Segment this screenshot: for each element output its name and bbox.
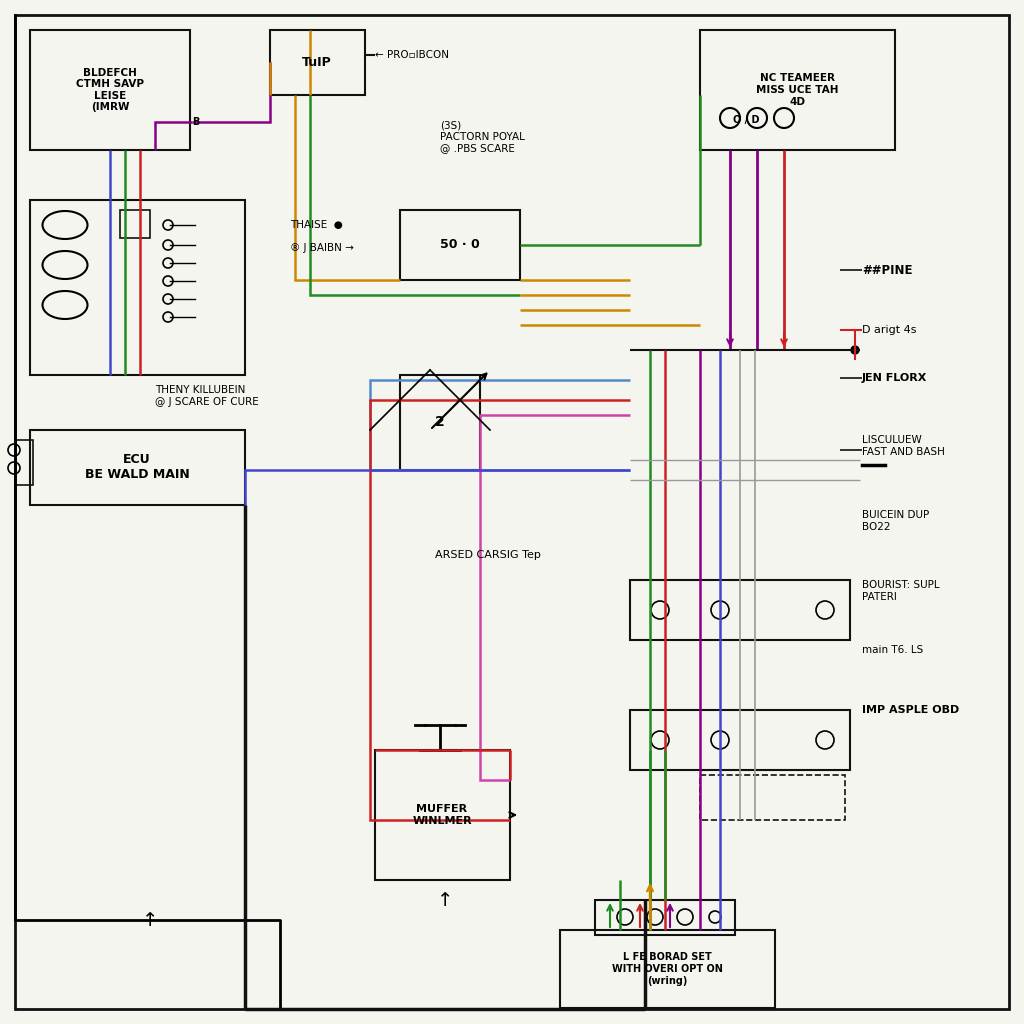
Bar: [15, 440, 33, 485]
Text: ##PINE: ##PINE: [862, 263, 912, 276]
Text: BLDEFCH
CTMH SAVP
LEISE
(IMRW: BLDEFCH CTMH SAVP LEISE (IMRW: [76, 68, 144, 113]
Bar: [30, 200, 245, 375]
Text: (3S)
PACTORN POYAL
@ .PBS SCARE: (3S) PACTORN POYAL @ .PBS SCARE: [440, 120, 525, 154]
Text: D arigt 4s: D arigt 4s: [862, 325, 916, 335]
Bar: [700, 30, 895, 150]
Bar: [400, 210, 520, 280]
Bar: [700, 775, 845, 820]
Bar: [270, 30, 365, 95]
Bar: [560, 930, 775, 1008]
Text: ↑: ↑: [141, 910, 158, 930]
Bar: [630, 710, 850, 770]
Text: ← PRO▫IBCON: ← PRO▫IBCON: [375, 50, 449, 60]
Bar: [595, 900, 735, 935]
Text: ECU
BE WALD MAIN: ECU BE WALD MAIN: [85, 453, 189, 481]
Text: B: B: [193, 117, 200, 127]
Text: JEN FLORX: JEN FLORX: [862, 373, 928, 383]
Text: BUICEIN DUP
BO22: BUICEIN DUP BO22: [862, 510, 929, 531]
Bar: [630, 580, 850, 640]
Bar: [120, 210, 150, 238]
Text: 2: 2: [435, 415, 444, 429]
Text: IMP ASPLE OBD: IMP ASPLE OBD: [862, 705, 959, 715]
Text: THAISE  ●: THAISE ●: [290, 220, 343, 230]
Text: THENY KILLUBEIN
@ J SCARE OF CURE: THENY KILLUBEIN @ J SCARE OF CURE: [155, 385, 259, 407]
Bar: [30, 30, 190, 150]
Text: ↑: ↑: [437, 891, 454, 909]
Text: NC TEAMEER
MISS UCE TAH
4D: NC TEAMEER MISS UCE TAH 4D: [756, 74, 839, 106]
Text: O / D: O / D: [733, 115, 759, 125]
Text: MUFFER
WINLMER: MUFFER WINLMER: [413, 804, 472, 825]
Text: 50 · 0: 50 · 0: [440, 239, 480, 252]
Text: ARSED CARSIG Tep: ARSED CARSIG Tep: [435, 550, 541, 560]
Text: ® J BAIBN →: ® J BAIBN →: [290, 243, 354, 253]
Text: BOURIST: SUPL
PATERI: BOURIST: SUPL PATERI: [862, 580, 940, 602]
Text: TuIP: TuIP: [302, 56, 332, 70]
Circle shape: [851, 346, 859, 354]
Bar: [375, 750, 510, 880]
Text: LISCULUEW
FAST AND BASH: LISCULUEW FAST AND BASH: [862, 435, 945, 457]
Bar: [30, 430, 245, 505]
Bar: [400, 375, 480, 470]
Text: main T6. LS: main T6. LS: [862, 645, 924, 655]
Text: L FE BORAD SET
WITH OVERI OPT ON
(wring): L FE BORAD SET WITH OVERI OPT ON (wring): [611, 952, 723, 985]
